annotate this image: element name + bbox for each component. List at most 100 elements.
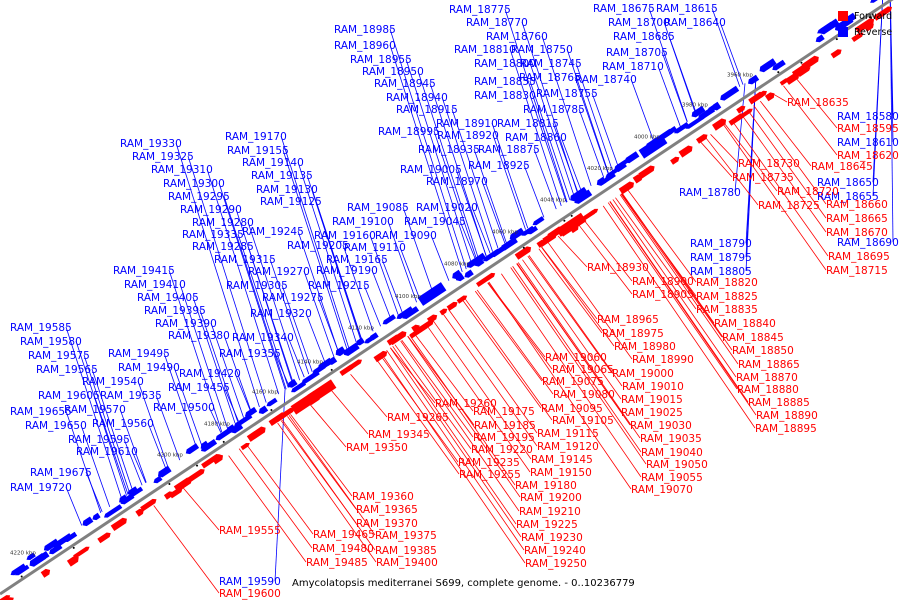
forward-gene-label[interactable]: RAM_18665: [826, 213, 888, 225]
forward-gene-label[interactable]: RAM_18670: [826, 227, 888, 239]
reverse-gene-label[interactable]: RAM_18945: [374, 78, 436, 90]
forward-gene-label[interactable]: RAM_19485: [306, 557, 368, 569]
reverse-gene-label[interactable]: RAM_19380: [168, 330, 230, 342]
reverse-gene-label[interactable]: RAM_18580: [837, 111, 899, 123]
reverse-gene-label[interactable]: RAM_19290: [180, 204, 242, 216]
reverse-gene-label[interactable]: RAM_18810: [454, 44, 516, 56]
reverse-gene-label[interactable]: RAM_19140: [242, 157, 304, 169]
forward-gene-label[interactable]: RAM_18990: [632, 354, 694, 366]
reverse-gene-label[interactable]: RAM_19170: [225, 131, 287, 143]
forward-gene-label[interactable]: RAM_18865: [738, 359, 800, 371]
forward-gene-label[interactable]: RAM_19060: [545, 352, 607, 364]
reverse-gene-label[interactable]: RAM_19610: [76, 446, 138, 458]
reverse-gene-label[interactable]: RAM_19330: [120, 138, 182, 150]
reverse-gene-label[interactable]: RAM_18755: [536, 88, 598, 100]
forward-gene-label[interactable]: RAM_19225: [516, 519, 578, 531]
forward-gene-label[interactable]: RAM_19555: [219, 525, 281, 537]
reverse-gene-label[interactable]: RAM_19205: [287, 240, 349, 252]
reverse-gene-label[interactable]: RAM_18675: [593, 3, 655, 15]
forward-gene-label[interactable]: RAM_19345: [368, 429, 430, 441]
forward-gene-label[interactable]: RAM_18845: [722, 332, 784, 344]
forward-gene-label[interactable]: RAM_18825: [696, 291, 758, 303]
reverse-gene-label[interactable]: RAM_18910: [436, 118, 498, 130]
forward-gene-label[interactable]: RAM_19000: [612, 368, 674, 380]
reverse-gene-label[interactable]: RAM_18925: [468, 160, 530, 172]
reverse-gene-label[interactable]: RAM_19280: [192, 217, 254, 229]
forward-gene-label[interactable]: RAM_18885: [748, 397, 810, 409]
forward-gene-label[interactable]: RAM_19180: [515, 480, 577, 492]
reverse-gene-label[interactable]: RAM_18760: [486, 31, 548, 43]
reverse-gene-label[interactable]: RAM_19415: [113, 265, 175, 277]
reverse-gene-label[interactable]: RAM_18780: [679, 187, 741, 199]
forward-gene-label[interactable]: RAM_19465: [313, 529, 375, 541]
reverse-gene-label[interactable]: RAM_19160: [314, 230, 376, 242]
reverse-gene-label[interactable]: RAM_18775: [449, 4, 511, 16]
forward-gene-label[interactable]: RAM_19070: [631, 484, 693, 496]
forward-gene-label[interactable]: RAM_19095: [541, 403, 603, 415]
forward-gene-label[interactable]: RAM_19145: [531, 454, 593, 466]
reverse-gene-label[interactable]: RAM_19245: [242, 226, 304, 238]
reverse-gene-label[interactable]: RAM_19455: [168, 382, 230, 394]
reverse-gene-label[interactable]: RAM_18985: [334, 24, 396, 36]
reverse-gene-label[interactable]: RAM_19490: [118, 362, 180, 374]
forward-gene-label[interactable]: RAM_19220: [471, 444, 533, 456]
reverse-gene-label[interactable]: RAM_19535: [100, 390, 162, 402]
reverse-gene-label[interactable]: RAM_18705: [606, 47, 668, 59]
forward-gene-label[interactable]: RAM_19210: [519, 506, 581, 518]
reverse-gene-label[interactable]: RAM_19315: [214, 254, 276, 266]
reverse-gene-label[interactable]: RAM_19405: [137, 292, 199, 304]
forward-gene-label[interactable]: RAM_19035: [640, 433, 702, 445]
reverse-gene-label[interactable]: RAM_18710: [602, 61, 664, 73]
forward-gene-label[interactable]: RAM_19010: [622, 381, 684, 393]
forward-gene-label[interactable]: RAM_19365: [356, 504, 418, 516]
reverse-gene-label[interactable]: RAM_19110: [344, 242, 406, 254]
forward-gene-label[interactable]: RAM_19150: [530, 467, 592, 479]
forward-gene-label[interactable]: RAM_18735: [732, 172, 794, 184]
reverse-gene-label[interactable]: RAM_18690: [837, 237, 899, 249]
reverse-gene-label[interactable]: RAM_19325: [132, 151, 194, 163]
forward-gene-label[interactable]: RAM_18715: [826, 265, 888, 277]
reverse-gene-label[interactable]: RAM_18830: [474, 90, 536, 102]
forward-gene-label[interactable]: RAM_19260: [435, 398, 497, 410]
reverse-gene-label[interactable]: RAM_19270: [248, 266, 310, 278]
forward-gene-label[interactable]: RAM_19370: [356, 518, 418, 530]
forward-gene-label[interactable]: RAM_19050: [646, 459, 708, 471]
reverse-gene-label[interactable]: RAM_19340: [232, 332, 294, 344]
reverse-gene-label[interactable]: RAM_19495: [108, 348, 170, 360]
forward-gene-label[interactable]: RAM_18965: [597, 314, 659, 326]
reverse-gene-label[interactable]: RAM_18765: [519, 72, 581, 84]
reverse-gene-label[interactable]: RAM_19085: [347, 202, 409, 214]
forward-gene-label[interactable]: RAM_19255: [459, 469, 521, 481]
reverse-gene-label[interactable]: RAM_19215: [308, 280, 370, 292]
reverse-gene-label[interactable]: RAM_19310: [151, 164, 213, 176]
reverse-gene-label[interactable]: RAM_18785: [523, 104, 585, 116]
reverse-gene-label[interactable]: RAM_19155: [227, 145, 289, 157]
forward-gene-label[interactable]: RAM_19235: [458, 457, 520, 469]
reverse-gene-label[interactable]: RAM_18700: [608, 17, 670, 29]
reverse-gene-label[interactable]: RAM_19165: [326, 254, 388, 266]
reverse-gene-label[interactable]: RAM_18795: [690, 252, 752, 264]
reverse-gene-label[interactable]: RAM_18615: [656, 3, 718, 15]
reverse-gene-label[interactable]: RAM_18960: [334, 40, 396, 52]
forward-gene-label[interactable]: RAM_19115: [537, 428, 599, 440]
reverse-gene-label[interactable]: RAM_19580: [20, 336, 82, 348]
forward-gene-label[interactable]: RAM_19185: [474, 420, 536, 432]
forward-gene-label[interactable]: RAM_18635: [787, 97, 849, 109]
forward-gene-label[interactable]: RAM_19480: [312, 543, 374, 555]
reverse-gene-label[interactable]: RAM_19130: [256, 184, 318, 196]
reverse-gene-label[interactable]: RAM_19125: [260, 196, 322, 208]
forward-gene-label[interactable]: RAM_19265: [387, 412, 449, 424]
reverse-gene-label[interactable]: RAM_18940: [386, 92, 448, 104]
reverse-gene-label[interactable]: RAM_18685: [613, 31, 675, 43]
forward-gene-label[interactable]: RAM_18900: [632, 276, 694, 288]
reverse-gene-label[interactable]: RAM_19295: [168, 191, 230, 203]
reverse-gene-label[interactable]: RAM_19420: [179, 368, 241, 380]
forward-gene-label[interactable]: RAM_18595: [837, 123, 899, 135]
forward-gene-label[interactable]: RAM_19230: [521, 532, 583, 544]
reverse-gene-label[interactable]: RAM_18935: [418, 144, 480, 156]
forward-gene-label[interactable]: RAM_19065: [552, 364, 614, 376]
reverse-gene-label[interactable]: RAM_19020: [416, 202, 478, 214]
reverse-gene-label[interactable]: RAM_19655: [10, 406, 72, 418]
forward-gene-label[interactable]: RAM_19600: [219, 588, 281, 600]
